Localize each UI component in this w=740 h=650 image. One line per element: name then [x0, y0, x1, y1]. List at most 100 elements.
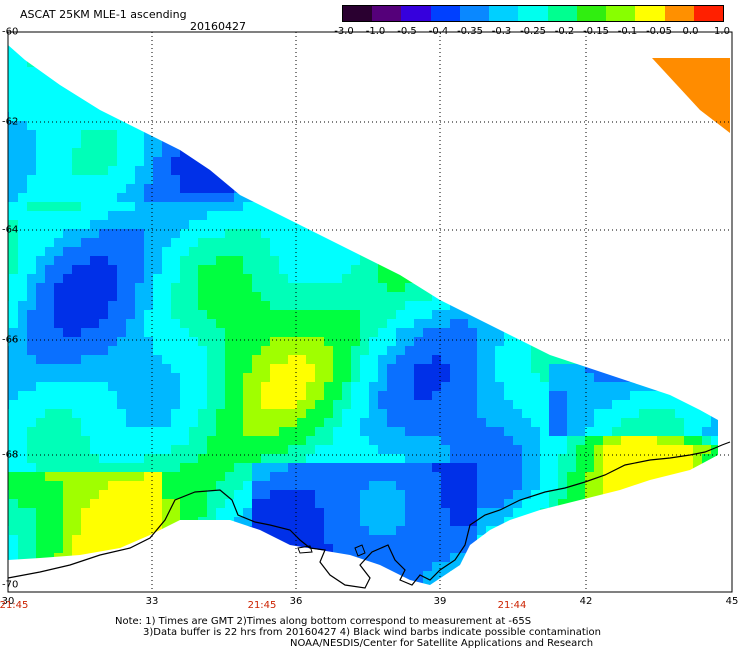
swath-pixel [414, 175, 423, 184]
swath-pixel [36, 400, 45, 409]
swath-pixel [414, 211, 423, 220]
swath-pixel [216, 130, 225, 139]
swath-pixel [45, 427, 54, 436]
swath-pixel [234, 382, 243, 391]
swath-pixel [576, 94, 585, 103]
swath-pixel [459, 103, 468, 112]
swath-pixel [432, 544, 441, 553]
swath-pixel [450, 526, 459, 535]
swath-pixel [504, 256, 513, 265]
swath-pixel [396, 166, 405, 175]
swath-pixel [576, 247, 585, 256]
swath-pixel [225, 175, 234, 184]
swath-pixel [630, 229, 639, 238]
swath-pixel [351, 553, 360, 562]
swath-pixel [648, 247, 657, 256]
swath-pixel [405, 148, 414, 157]
swath-pixel [243, 373, 252, 382]
swath-pixel [414, 112, 423, 121]
swath-pixel [351, 481, 360, 490]
swath-pixel [396, 193, 405, 202]
swath-pixel [180, 58, 189, 67]
swath-pixel [315, 418, 324, 427]
swath-pixel [612, 238, 621, 247]
swath-pixel [117, 121, 126, 130]
swath-pixel [72, 184, 81, 193]
swath-pixel [9, 319, 18, 328]
swath-pixel [594, 508, 603, 517]
swath-pixel [639, 310, 648, 319]
swath-pixel [54, 175, 63, 184]
swath-pixel [495, 463, 504, 472]
swath-pixel [540, 526, 549, 535]
swath-pixel [315, 139, 324, 148]
swath-pixel [675, 103, 684, 112]
swath-pixel [153, 427, 162, 436]
swath-pixel [702, 238, 711, 247]
swath-pixel [693, 400, 702, 409]
swath-pixel [342, 67, 351, 76]
swath-pixel [36, 175, 45, 184]
swath-pixel [153, 292, 162, 301]
swath-pixel [342, 175, 351, 184]
swath-pixel [450, 274, 459, 283]
swath-pixel [162, 400, 171, 409]
swath-pixel [684, 355, 693, 364]
swath-pixel [477, 319, 486, 328]
swath-pixel [549, 364, 558, 373]
swath-pixel [648, 544, 657, 553]
swath-pixel [369, 220, 378, 229]
swath-pixel [648, 184, 657, 193]
swath-pixel [378, 364, 387, 373]
swath-pixel [189, 184, 198, 193]
swath-pixel [18, 45, 27, 49]
swath-pixel [315, 85, 324, 94]
swath-pixel [639, 256, 648, 265]
swath-pixel [675, 130, 684, 139]
swath-pixel [198, 427, 207, 436]
swath-pixel [495, 562, 504, 571]
swath-pixel [207, 265, 216, 274]
swath-pixel [234, 157, 243, 166]
swath-pixel [369, 490, 378, 499]
swath-pixel [144, 301, 153, 310]
swath-pixel [279, 463, 288, 472]
swath-pixel [729, 499, 738, 508]
swath-pixel [378, 58, 387, 67]
swath-pixel [486, 76, 495, 85]
swath-pixel [459, 454, 468, 463]
swath-pixel [9, 256, 18, 265]
swath-pixel [486, 499, 495, 508]
swath-pixel [585, 454, 594, 463]
swath-pixel [261, 454, 270, 463]
swath-pixel [387, 265, 396, 274]
swath-pixel [648, 274, 657, 283]
swath-pixel [414, 517, 423, 526]
swath-pixel [657, 319, 666, 328]
swath-pixel [243, 472, 252, 481]
swath-pixel [126, 166, 135, 175]
swath-pixel [441, 67, 450, 76]
swath-pixel [585, 202, 594, 211]
swath-pixel [324, 139, 333, 148]
swath-pixel [693, 535, 702, 544]
swath-pixel [297, 184, 306, 193]
swath-pixel [513, 94, 522, 103]
swath-pixel [666, 436, 675, 445]
swath-pixel [54, 517, 63, 526]
swath-pixel [603, 400, 612, 409]
swath-pixel [342, 238, 351, 247]
swath-pixel [162, 256, 171, 265]
swath-pixel [117, 454, 126, 463]
swath-pixel [459, 49, 468, 58]
swath-pixel [432, 490, 441, 499]
swath-pixel [450, 211, 459, 220]
swath-pixel [225, 508, 234, 517]
swath-pixel [351, 400, 360, 409]
swath-pixel [243, 562, 252, 571]
swath-pixel [711, 526, 718, 535]
swath-pixel [234, 364, 243, 373]
swath-pixel [666, 346, 675, 355]
swath-pixel [531, 148, 540, 157]
swath-pixel [423, 427, 432, 436]
